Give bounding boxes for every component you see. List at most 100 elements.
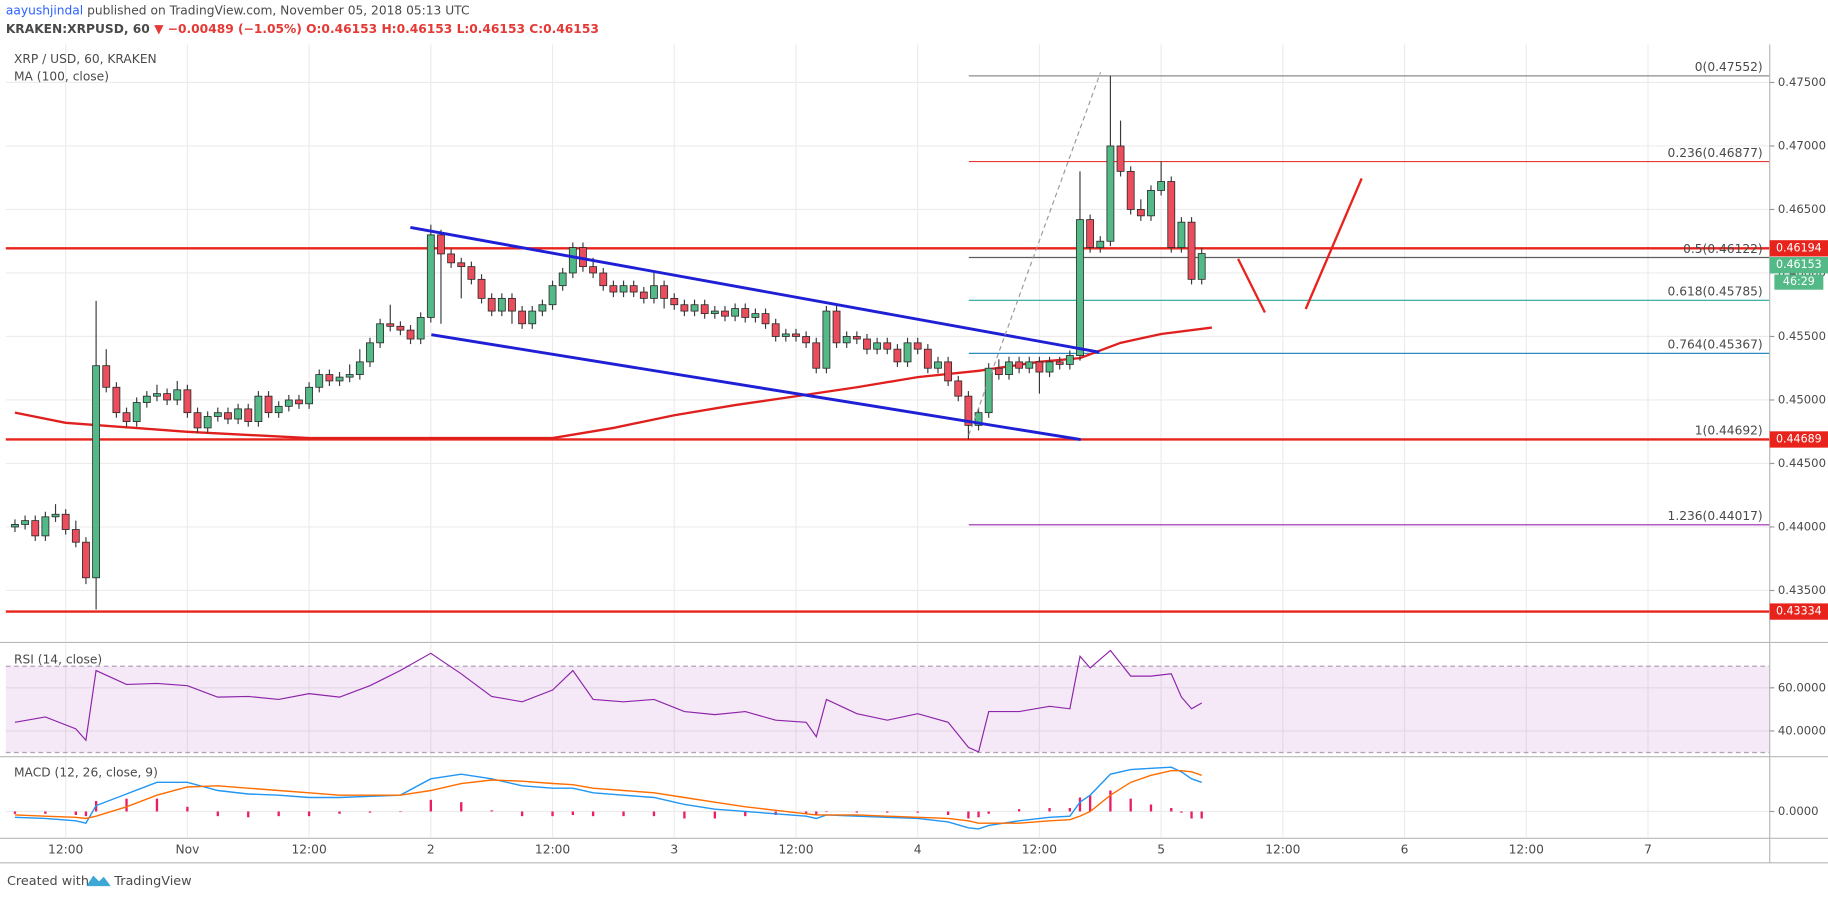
candle-body [457,262,466,268]
x-tick-label: 4 [914,842,922,856]
macd-histogram-bar [307,811,311,817]
candle-body [680,304,689,312]
brand[interactable]: TradingView [113,874,191,889]
candle-body [82,541,90,579]
candle-body [163,393,172,401]
macd-histogram-bar [551,811,554,817]
candle-body [761,313,770,325]
x-tick-label: 3 [670,842,678,856]
rsi-line [14,649,1203,753]
price-tag [1769,240,1828,257]
macd-histogram-bar [155,798,159,812]
macd-histogram-bar [591,811,595,817]
candle-body [731,308,740,317]
macd-histogram-bar [74,811,77,815]
ohlc: O:0.46153 [306,22,377,36]
macd-histogram-bar [1109,790,1112,812]
y-tick-label: 0.44500 [1778,456,1826,470]
arrow-up [1304,177,1363,310]
logo [86,875,111,887]
candle-body [518,310,527,325]
macd-histogram-bar [713,811,716,819]
candle-body [1005,361,1013,375]
candle-body [1197,253,1206,280]
candle-body [842,336,851,344]
x-tick-label: 5 [1157,842,1165,856]
author[interactable]: aayushjindal [6,3,83,17]
candle-body [1126,170,1135,210]
macd-histogram-bar [338,811,341,814]
candle-body [1096,240,1105,248]
candle-body [1015,361,1024,369]
candle-body [1167,181,1176,248]
candle-body [893,348,902,363]
symbol-line: KRAKEN:XRPUSD, 60 ▼ −0.00489 (−1.05%) O:… [6,22,599,36]
macd-histogram-bar [1180,811,1183,813]
countdown-tag [1774,274,1824,290]
macd-histogram-bar [368,811,372,813]
macd-histogram-bar [804,811,808,814]
candle-body [183,389,192,414]
candle-body [589,266,598,274]
x-tick-label: 12:00 [1022,842,1057,856]
macd-histogram-bar [1048,807,1051,812]
x-tick-label: Nov [175,842,199,856]
y-tick-label: 0.43500 [1778,583,1826,597]
candle-body [41,516,50,537]
x-tick-label: 12:00 [291,842,326,856]
candle-body [629,285,638,293]
fib-label: 0.618(0.45785) [1668,285,1763,299]
candle-body [802,336,811,344]
y-tick-label: 0.0000 [1778,804,1819,818]
candle-body [112,386,121,414]
candle-body [467,266,476,280]
candle-body [92,365,101,579]
candle-body [508,297,516,312]
macd-histogram-bar [247,811,250,818]
macd-histogram-bar [125,798,128,812]
candle-body [416,317,425,340]
candle-body [345,374,354,378]
candle-body [1157,181,1166,191]
macd-histogram-bar [886,811,889,813]
candle-body [710,310,719,315]
candle-body [660,285,669,299]
candle-body [812,342,821,369]
x-tick-label: 12:00 [535,842,570,856]
candle-body [437,234,445,255]
candle-body [954,380,963,397]
candle-body [284,399,293,407]
macd-histogram-bar [1017,809,1021,812]
candle-body [568,247,577,274]
candle-body [376,323,385,344]
candle-body [264,395,273,414]
fib-label: 0(0.47552) [1695,60,1763,74]
header-line: aayushjindal published on TradingView.co… [6,3,470,17]
published: published on TradingView.com, November 0… [87,3,469,17]
price-tag [1769,431,1828,448]
macd-histogram-bar [277,811,280,817]
candle-body [1177,221,1186,248]
macd-histogram-bar [84,811,88,817]
x-tick-label: 7 [1644,842,1652,856]
last-price-label: 0.46153 [1776,258,1822,271]
candle-body [355,361,364,375]
candle-body [173,389,182,401]
candle-body [335,376,344,382]
candle-body [558,272,567,287]
fib-label: 0.5(0.46122) [1683,242,1763,256]
change: ▼ −0.00489 (−1.05%) [154,22,302,36]
arrow-down [1237,258,1266,314]
candle-body [852,336,861,340]
candle-body [650,285,658,299]
macd-histogram-bar [520,811,524,817]
y-tick-label: 40.0000 [1778,723,1826,737]
macd-histogram-bar [916,811,919,813]
fib-label: 1(0.44692) [1695,423,1763,437]
candle-body [903,342,912,363]
candle-body [548,285,557,306]
macd-histogram-bar [744,811,747,817]
x-tick-label: 6 [1401,842,1409,856]
macd-histogram-bar [216,811,219,817]
